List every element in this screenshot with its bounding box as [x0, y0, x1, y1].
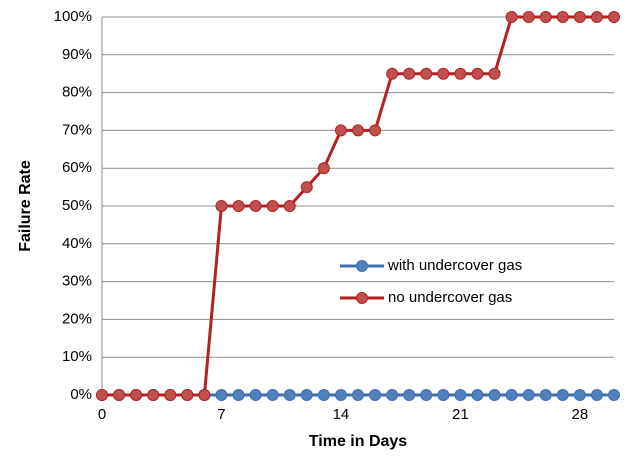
point — [96, 389, 108, 401]
x-tick-label: 21 — [452, 406, 469, 423]
point — [522, 11, 535, 23]
x-tick-label: 0 — [98, 406, 106, 423]
point — [573, 389, 586, 401]
point — [573, 11, 586, 23]
x-tick-label: 28 — [572, 406, 589, 423]
y-tick-label: 80% — [62, 84, 92, 101]
point — [266, 200, 279, 212]
point — [352, 124, 364, 137]
point — [198, 389, 211, 401]
point — [437, 67, 450, 80]
legend-label: no undercover gas — [388, 289, 512, 306]
point — [608, 389, 620, 401]
point — [505, 11, 518, 23]
x-axis-title: Time in Days — [309, 433, 408, 450]
point — [215, 389, 228, 401]
point — [590, 389, 603, 401]
y-tick-label: 100% — [54, 8, 92, 25]
point — [249, 389, 262, 401]
point — [369, 124, 382, 137]
point — [488, 67, 501, 80]
point — [249, 200, 262, 212]
point — [232, 389, 245, 401]
point — [386, 389, 399, 401]
y-axis-title: Failure Rate — [17, 160, 34, 252]
point — [403, 67, 416, 80]
point — [266, 389, 279, 401]
point — [300, 181, 313, 194]
point — [386, 67, 399, 80]
point — [539, 11, 552, 23]
point — [539, 389, 552, 401]
y-tick-label: 70% — [62, 121, 92, 138]
point — [283, 200, 296, 212]
y-tick-label: 30% — [62, 273, 92, 290]
point — [334, 124, 347, 137]
point — [420, 67, 433, 80]
y-tick-label: 10% — [62, 348, 92, 365]
legend-label: with undercover gas — [387, 257, 522, 274]
point — [232, 200, 245, 212]
legend-marker — [356, 260, 368, 272]
y-tick-label: 50% — [62, 197, 92, 214]
point — [608, 11, 620, 23]
point — [522, 389, 535, 401]
point — [352, 389, 364, 401]
point — [471, 389, 484, 401]
point — [300, 389, 313, 401]
point — [471, 67, 484, 80]
point — [181, 389, 194, 401]
point — [403, 389, 416, 401]
point — [164, 389, 177, 401]
point — [454, 67, 467, 80]
x-tick-label: 7 — [217, 406, 225, 423]
point — [283, 389, 296, 401]
point — [488, 389, 501, 401]
point — [505, 389, 518, 401]
point — [556, 11, 569, 23]
y-tick-label: 90% — [62, 46, 92, 63]
point — [317, 162, 330, 175]
point — [130, 389, 143, 401]
legend-marker — [356, 292, 368, 304]
point — [420, 389, 433, 401]
point — [317, 389, 330, 401]
point — [215, 200, 228, 212]
point — [369, 389, 382, 401]
y-tick-label: 60% — [62, 159, 92, 176]
point — [113, 389, 126, 401]
point — [454, 389, 467, 401]
y-tick-label: 20% — [62, 310, 92, 327]
point — [437, 389, 450, 401]
y-tick-label: 0% — [70, 386, 92, 403]
point — [334, 389, 347, 401]
point — [556, 389, 569, 401]
point — [590, 11, 603, 23]
x-tick-label: 14 — [333, 406, 350, 423]
y-tick-label: 40% — [62, 235, 92, 252]
point — [147, 389, 160, 401]
